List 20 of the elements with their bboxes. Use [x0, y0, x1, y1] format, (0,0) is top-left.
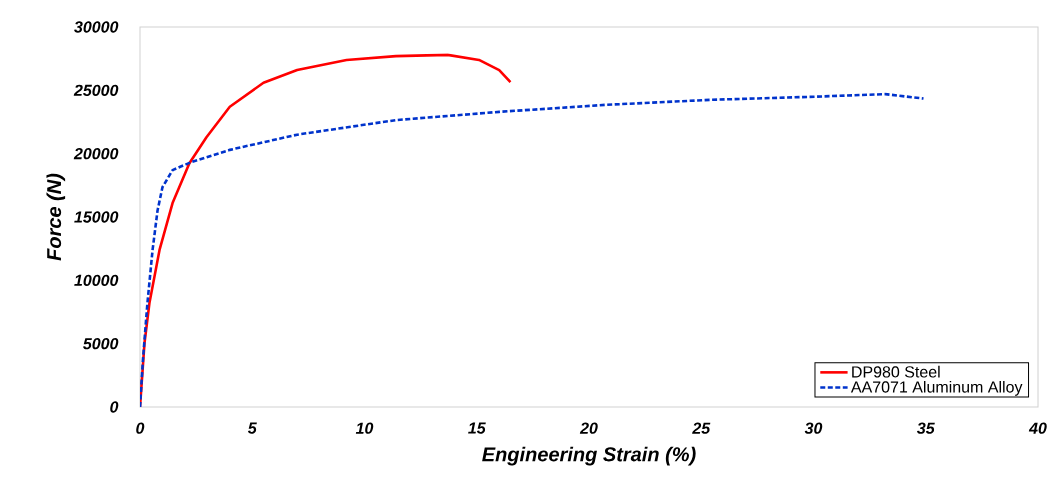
x-tick-label: 5 [247, 422, 257, 434]
y-tick-label: 30000 [74, 21, 119, 33]
x-tick-label: 40 [1028, 422, 1047, 434]
x-axis-title: Engineering Strain (%) [482, 446, 696, 466]
x-tick-label: 25 [692, 422, 711, 434]
x-tick-label: 35 [916, 422, 935, 434]
y-tick-label: 25000 [73, 84, 119, 96]
legend-label: AA7071 Aluminum Alloy [850, 380, 1023, 396]
x-tick-label: 0 [136, 422, 145, 434]
x-tick-label: 30 [804, 422, 823, 434]
y-tick-label: 10000 [74, 274, 119, 286]
x-tick-label: 20 [579, 422, 598, 434]
x-tick-label: 10 [355, 422, 374, 434]
y-axis-title: Force (N) [46, 173, 66, 261]
y-tick-label: 5000 [83, 338, 119, 350]
y-tick-label: 20000 [73, 148, 119, 160]
legend-label: DP980 Steel [852, 365, 940, 378]
x-tick-label: 15 [468, 422, 486, 434]
y-tick-label: 0 [110, 401, 119, 413]
y-tick-label: 15000 [74, 211, 119, 223]
